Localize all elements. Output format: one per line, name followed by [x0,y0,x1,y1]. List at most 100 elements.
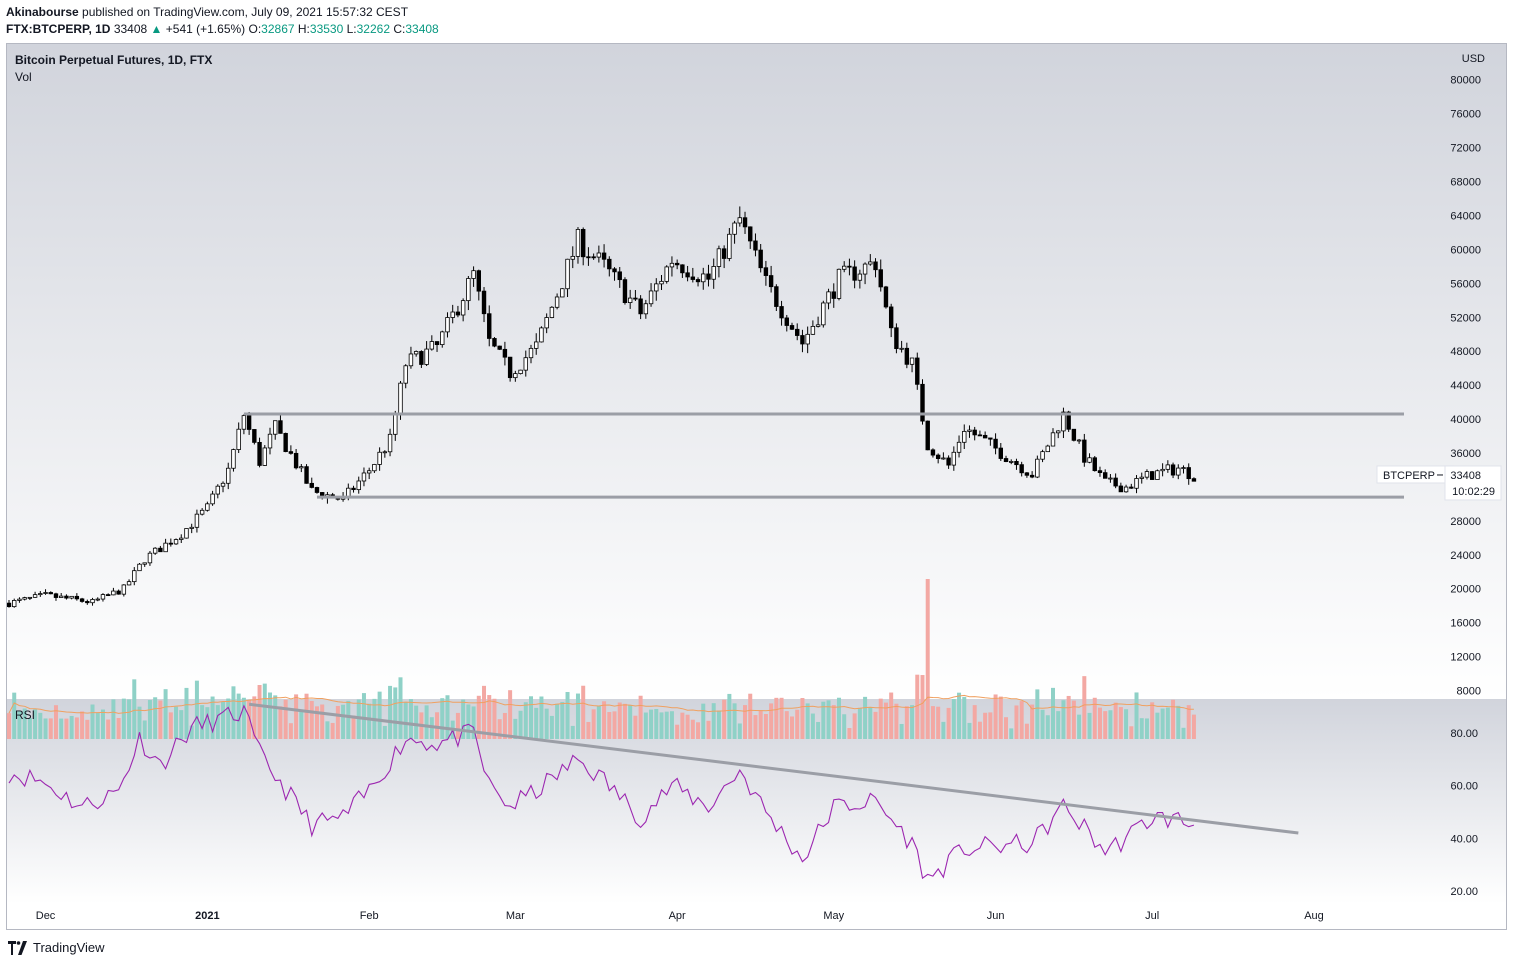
volume-bar [497,719,502,739]
candle-body [278,420,283,434]
candle-body [1170,464,1176,476]
volume-bar [341,704,346,739]
volume-bar [1087,712,1092,739]
volume-bar [288,723,293,739]
candle-body [17,598,22,601]
time-axis[interactable]: Dec 2021 Feb Mar Apr May Jun Jul Aug [36,910,1324,922]
volume-bar [1024,723,1029,739]
volume-bar [184,687,189,739]
price-tick-label: 48000 [1450,346,1481,358]
candle-body [674,262,680,266]
price-tick-label: 64000 [1450,210,1481,222]
candle-body [95,598,100,601]
candle-body [105,594,111,596]
volume-bar [649,709,654,739]
chart-frame[interactable]: 8000120001600020000240002800032000360004… [6,43,1507,930]
candle-body [596,252,602,258]
candle-body [398,382,403,415]
candle-body [544,317,549,329]
rsi-tick-label: 20.00 [1450,886,1478,898]
volume-bar [737,723,742,739]
candle-body [842,265,847,270]
footer-branding[interactable]: TradingView [8,940,105,955]
volume-bar [445,695,450,739]
volume-bar [330,722,335,739]
volume-bar [800,698,805,739]
candle-body [601,252,607,260]
volume-bar [1113,702,1118,739]
volume-bar [388,685,393,739]
volume-bar [774,697,779,739]
volume-bar [555,703,560,739]
candle-body [1024,472,1030,476]
volume-bar [1092,697,1097,739]
rsi-tick-label: 40.00 [1450,833,1478,845]
volume-bar [408,699,413,739]
candle-body [1108,477,1113,480]
candle-body [309,482,314,488]
candle-body [753,240,758,251]
volume-bar [1144,718,1149,739]
volume-bar [1019,701,1024,739]
volume-bar [153,697,158,739]
volume-bar [59,718,64,739]
volume-bar [325,721,330,739]
volume-bar [711,703,716,739]
candle-body [100,594,106,600]
volume-bar [831,705,836,739]
candle-body [915,357,920,385]
candle-body [382,451,388,454]
price-tick-label: 80000 [1450,75,1481,87]
candle-body [283,432,288,453]
candle-body [810,325,816,335]
candle-body [158,547,163,553]
volume-bar [461,699,466,739]
volume-bar [1061,700,1066,739]
candle-body [1066,411,1071,430]
candle-body [549,306,555,318]
candle-body [774,286,779,307]
rsi-legend: RSI [15,708,36,722]
candle-body [408,353,414,367]
volume-bar [998,696,1003,739]
volume-bar [43,718,48,739]
volume-bar [628,705,633,739]
candle-body [1123,486,1129,493]
volume-bar [581,685,586,739]
candle-body [85,601,90,604]
candle-body [1118,485,1124,493]
last-price: 33408 [113,22,148,36]
volume-bar [377,691,382,739]
change-arrow-icon: ▲ [150,22,163,36]
candle-body [481,290,487,315]
volume-bar [894,703,899,739]
candle-body [1050,432,1056,447]
candle-body [925,420,930,451]
candle-body [763,267,769,276]
candle-body [716,248,722,267]
volume-bar [314,706,319,739]
candle-body [220,482,226,487]
candle-body [351,487,356,491]
volume-bar [617,702,622,739]
volume-bar [210,696,215,739]
price-pane-background [7,44,1506,699]
candle-body [695,279,701,283]
candle-body [706,273,711,280]
volume-bar [142,720,147,739]
volume-bar [367,703,372,739]
candle-body [1071,428,1077,441]
candle-body [199,509,205,515]
chart-canvas[interactable]: 8000120001600020000240002800032000360004… [7,44,1506,929]
volume-bar [200,705,205,739]
candle-body [246,415,252,430]
volume-bar [675,724,680,739]
candle-body [633,297,638,300]
close-value: 33408 [405,22,439,36]
author-name[interactable]: Akinabourse [6,5,79,19]
candle-body [1181,467,1186,469]
rsi-axis[interactable]: 20.00 40.00 60.00 80.00 [1450,728,1478,898]
horizontal-levels[interactable] [243,412,1404,499]
volume-bar [247,699,252,739]
volume-bar [852,713,857,739]
